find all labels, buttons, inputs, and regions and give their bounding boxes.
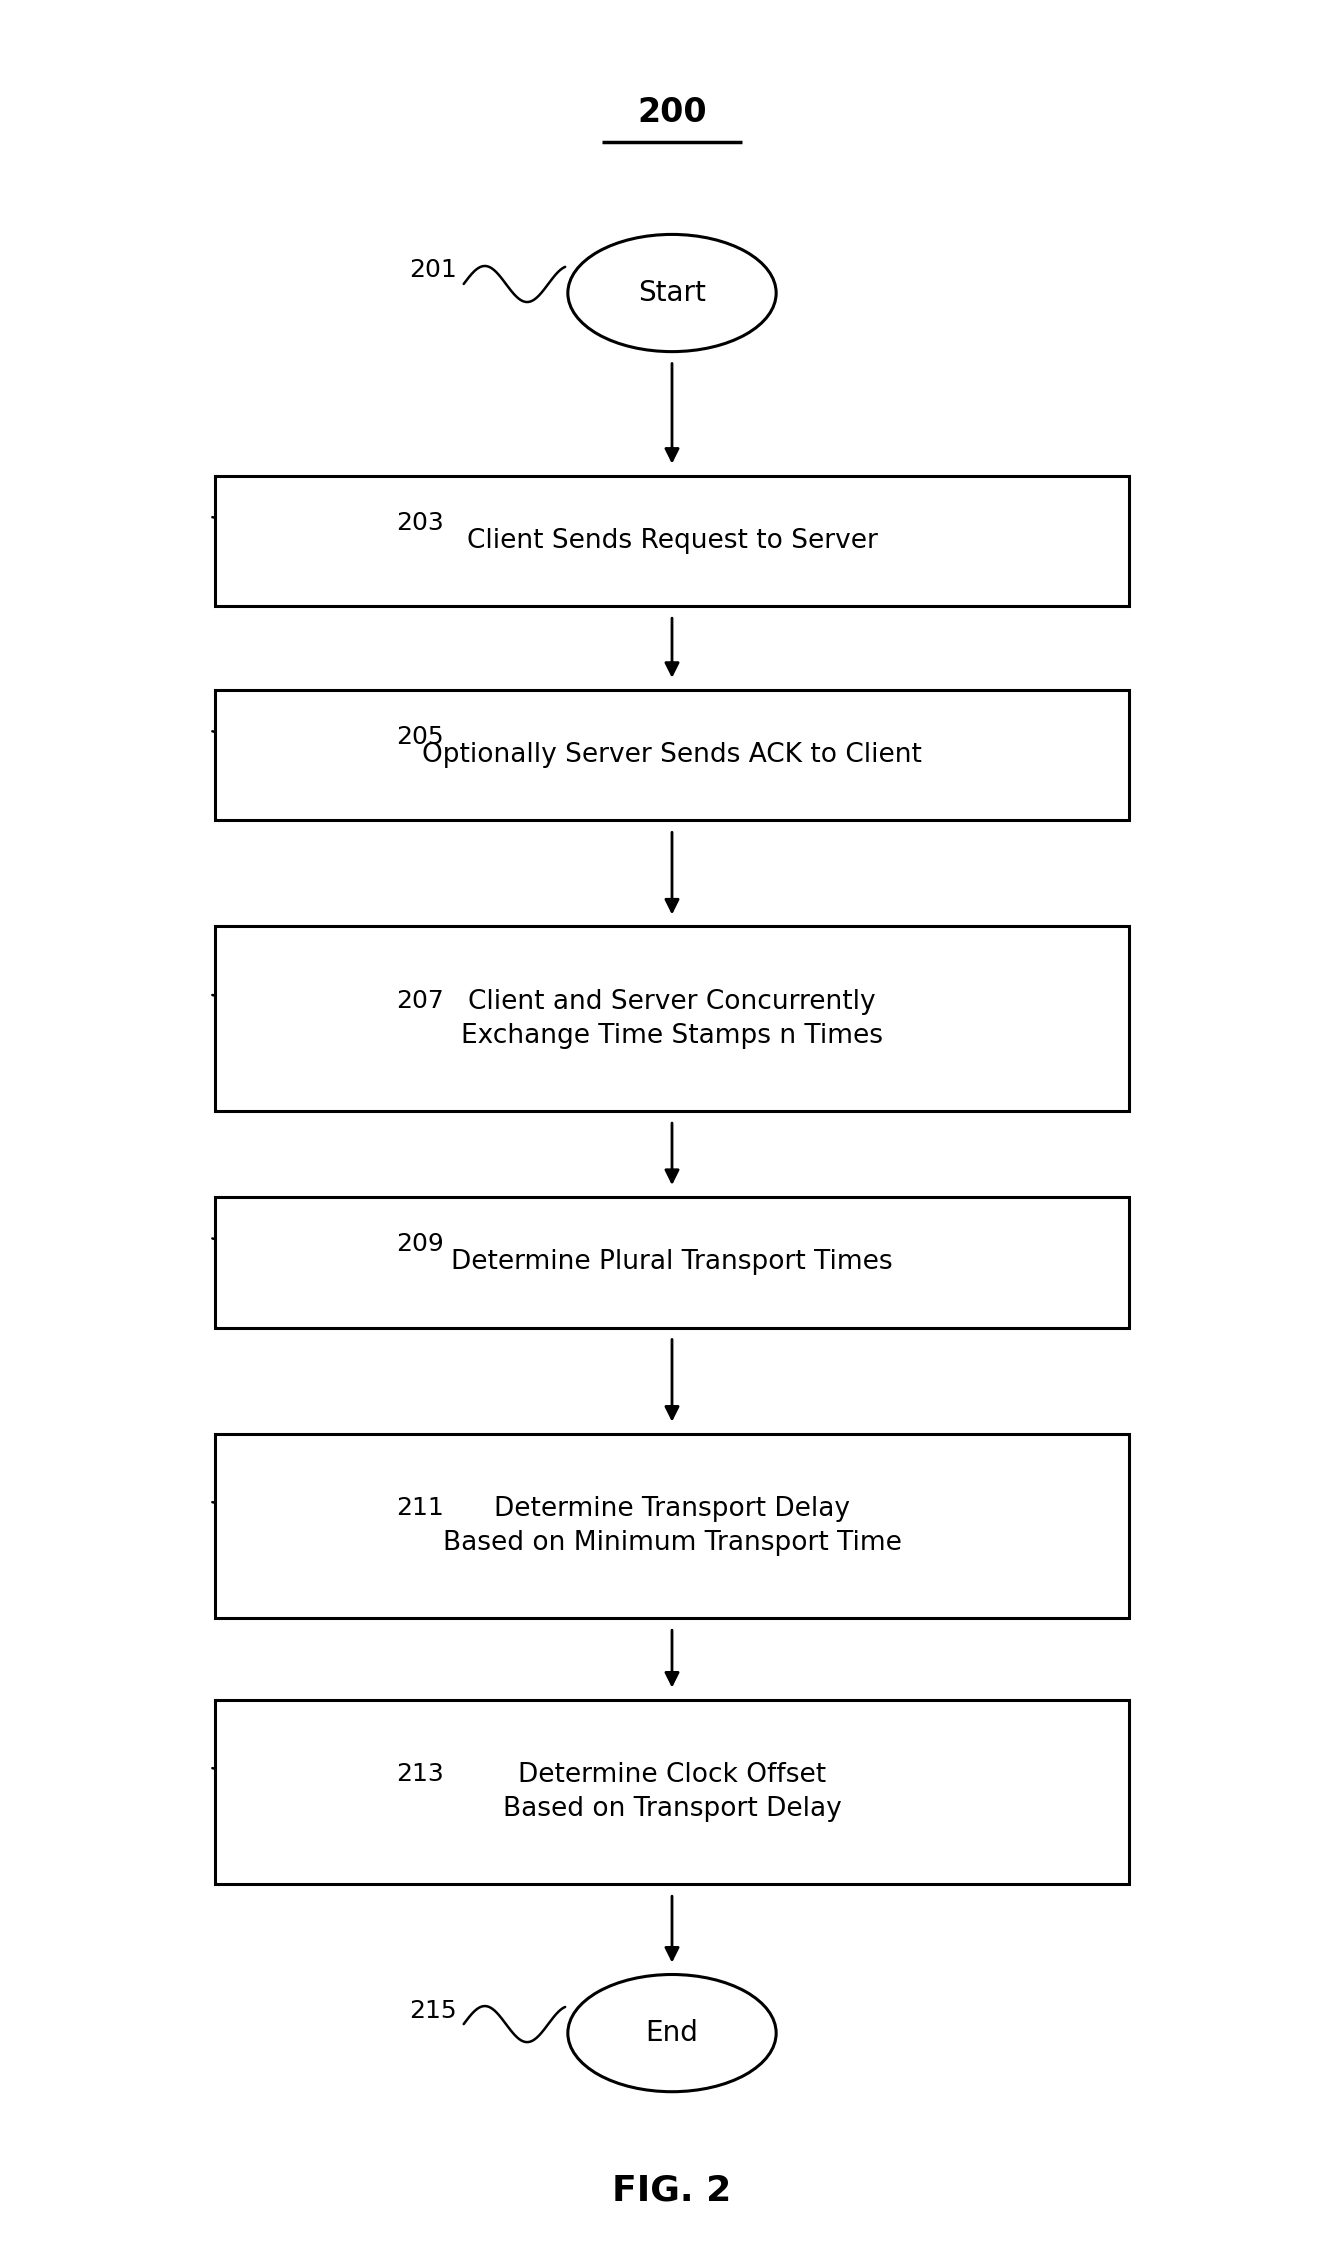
- FancyBboxPatch shape: [215, 476, 1129, 606]
- Text: Determine Plural Transport Times: Determine Plural Transport Times: [452, 1249, 892, 1276]
- FancyBboxPatch shape: [215, 1434, 1129, 1618]
- FancyBboxPatch shape: [215, 1197, 1129, 1328]
- FancyBboxPatch shape: [215, 1700, 1129, 1884]
- Text: Determine Transport Delay
Based on Minimum Transport Time: Determine Transport Delay Based on Minim…: [442, 1497, 902, 1555]
- Text: 207: 207: [395, 990, 444, 1012]
- Text: 211: 211: [395, 1497, 444, 1519]
- Text: 209: 209: [395, 1233, 444, 1255]
- Text: Optionally Server Sends ACK to Client: Optionally Server Sends ACK to Client: [422, 742, 922, 769]
- Text: FIG. 2: FIG. 2: [613, 2173, 731, 2209]
- Text: 200: 200: [637, 97, 707, 128]
- Text: Determine Clock Offset
Based on Transport Delay: Determine Clock Offset Based on Transpor…: [503, 1763, 841, 1821]
- Text: 213: 213: [395, 1763, 444, 1785]
- Text: Start: Start: [638, 279, 706, 307]
- FancyBboxPatch shape: [215, 926, 1129, 1111]
- Text: Client Sends Request to Server: Client Sends Request to Server: [466, 527, 878, 554]
- Text: 205: 205: [396, 726, 444, 748]
- Text: Client and Server Concurrently
Exchange Time Stamps n Times: Client and Server Concurrently Exchange …: [461, 990, 883, 1048]
- FancyBboxPatch shape: [215, 690, 1129, 820]
- Ellipse shape: [567, 234, 775, 352]
- Text: End: End: [645, 2020, 699, 2047]
- Text: 215: 215: [410, 1999, 457, 2022]
- Text: 203: 203: [395, 512, 444, 534]
- Ellipse shape: [567, 1975, 775, 2092]
- Text: 201: 201: [409, 259, 457, 282]
